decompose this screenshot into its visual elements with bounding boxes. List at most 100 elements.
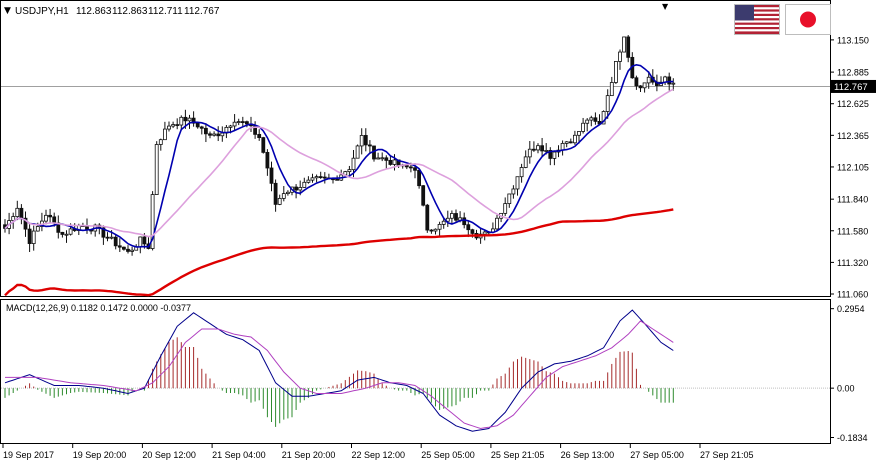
candle-body [273,182,278,205]
ma-line-1 [4,63,674,248]
candle-body [380,157,385,160]
candle-body [240,121,245,123]
candle-body [171,124,176,127]
candle-body [48,214,52,218]
candle-body [322,176,327,179]
candle-body [544,150,549,152]
candle-body [220,132,225,137]
candle-body [462,217,467,226]
time-tick-label: 25 Sep 21:05 [491,450,545,460]
price-tick-label: 113.150 [837,35,869,45]
candle-body [642,82,647,89]
candle-body [367,144,372,147]
candle-body [179,116,184,126]
price-tick-label: 111.320 [837,258,868,268]
candle-body [310,177,315,181]
time-tick-label: 25 Sep 05:00 [421,450,475,460]
price-tick-label: 111.060 [837,290,868,300]
candle-body [23,217,28,230]
candle-body [614,61,618,83]
candle-body [298,187,303,191]
candle-body [634,77,639,87]
time-tick-label: 26 Sep 13:00 [561,450,615,460]
candle-body [244,121,249,125]
symbol-label: USDJPY,H1 [15,6,69,17]
candle-body [425,204,430,231]
candle-body [257,133,262,139]
macd-panel-frame [0,299,831,444]
candle-body [138,236,143,248]
candle-body [540,145,544,152]
candle-body [199,126,204,129]
candle-body [347,169,352,173]
price-tick-label: 112.625 [837,99,869,109]
current-price-value: 112.767 [834,82,868,93]
japan-flag-icon [785,4,831,35]
candle-body [167,125,171,130]
price-tick-label: 111.840 [837,195,868,205]
candle-body [552,151,557,159]
candle-body [285,191,290,194]
candle-body [212,133,217,136]
candle-body [150,194,155,249]
candle-body [470,229,475,234]
candle-body [294,186,299,191]
candle-body [573,134,577,144]
candle-body [519,167,524,178]
candle-body [277,197,282,205]
candle-body [466,224,471,231]
candle-body [577,131,581,136]
candle-body [269,167,274,184]
japan-flag-disc [800,11,816,28]
candle-body [515,176,520,190]
candle-body [437,224,442,230]
candle-body [122,246,126,250]
candle-body [187,117,192,122]
us-flag-canton [735,5,754,21]
ohlc-low: 112.711 [148,6,183,17]
time-axis: 19 Sep 2017 19 Sep 20:00 20 Sep 12:00 21 Se… [2,444,754,460]
candle-body [568,141,573,144]
candle-body [216,133,221,137]
candle-body [454,213,458,221]
candle-body [560,142,565,151]
candle-body [523,156,528,168]
candle-body [19,207,24,219]
candles-layer [3,35,676,256]
candle-body [44,214,48,222]
candle-body [355,145,360,159]
candle-body [445,217,450,222]
candle-body [638,85,643,89]
candle-body [175,124,180,126]
candle-body [449,213,454,219]
candle-body [130,249,135,252]
candle-body [302,181,307,188]
candle-body [646,76,651,84]
settings-arrow-icon[interactable]: ▼ [662,2,669,11]
time-tick-label: 19 Sep 20:00 [73,450,127,460]
candle-body [183,116,188,122]
candle-body [433,228,438,232]
candle-body [60,231,65,235]
candle-body [626,36,631,58]
macd-main-line [4,309,674,432]
candle-body [126,248,130,252]
moving-averages-layer [4,63,674,297]
candle-body [671,82,676,85]
macd-axis: 0.2954 0.00 -0.1834 [830,304,868,443]
macd-signal-line [5,320,674,430]
candle-body [265,151,270,169]
candle-body [589,117,594,121]
time-tick-label: 27 Sep 05:00 [630,450,684,460]
candle-body [68,228,73,235]
candle-body [581,122,585,132]
candle-body [421,185,426,206]
candle-body [142,236,147,245]
candle-body [281,193,286,199]
candle-body [618,51,622,62]
macd-tick-label: 0.00 [837,384,855,394]
candle-body [335,178,340,181]
candle-body [593,117,598,122]
